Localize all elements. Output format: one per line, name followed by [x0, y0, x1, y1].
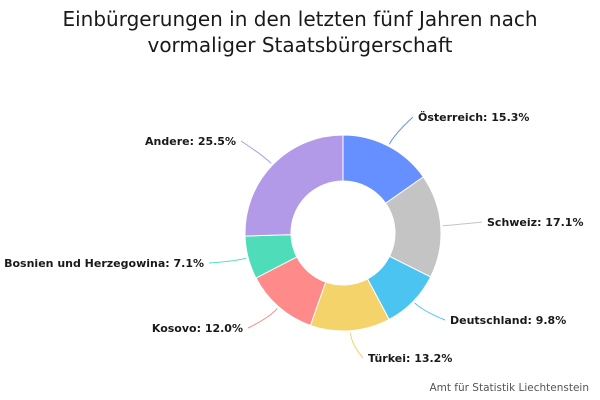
connector-line: [388, 116, 414, 145]
connector-line: [208, 257, 247, 264]
chart-title-line-2: vormaliger Staatsbürgerschaft: [147, 33, 453, 57]
connector-line: [350, 332, 364, 359]
connector-line: [240, 140, 272, 164]
data-label: Deutschland: 9.8%: [450, 314, 566, 327]
connector-line: [247, 308, 278, 329]
slice-andere[interactable]: [244, 134, 344, 237]
source-credit: Amt für Statistik Liechtenstein: [429, 382, 589, 394]
data-label: Bosnien und Herzegowina: 7.1%: [4, 257, 204, 270]
connector-line: [442, 221, 483, 227]
data-label: Kosovo: 12.0%: [152, 322, 243, 335]
connector-line: [414, 302, 446, 321]
data-label: Österreich: 15.3%: [418, 110, 529, 124]
data-label: Schweiz: 17.1%: [487, 216, 583, 229]
data-labels: Österreich: 15.3% Schweiz: 17.1% Deutschla…: [4, 110, 583, 365]
data-label: Andere: 25.5%: [145, 135, 236, 148]
data-label: Türkei: 13.2%: [368, 352, 452, 365]
chart-slices: [244, 134, 442, 332]
chart-title-line-1: Einbürgerungen in den letzten fünf Jahre…: [62, 7, 538, 31]
label-connectors: [208, 116, 483, 359]
chart-title: Einbürgerungen in den letzten fünf Jahre…: [0, 6, 600, 58]
